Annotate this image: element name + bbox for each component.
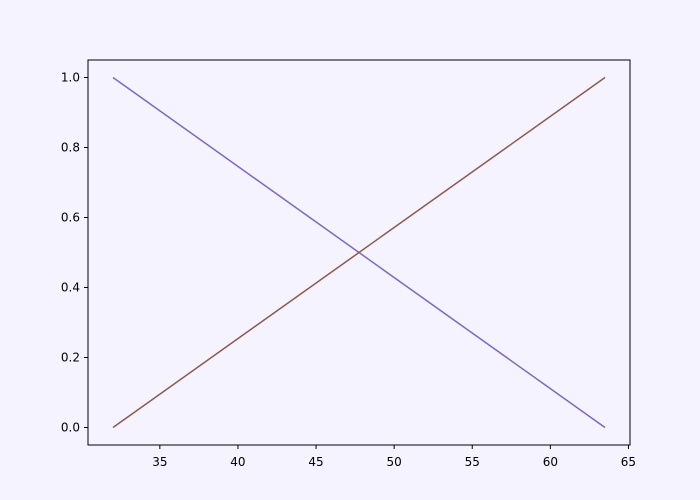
x-tick-label: 60 (543, 455, 558, 469)
x-tick-label: 65 (621, 455, 636, 469)
x-tick-label: 45 (308, 455, 323, 469)
y-tick-label: 0.0 (61, 421, 80, 435)
plot-frame (87, 59, 631, 446)
x-tick-label: 35 (152, 455, 167, 469)
x-tick-label: 55 (465, 455, 480, 469)
x-axis: 35 40 45 50 55 60 65 (152, 445, 636, 469)
y-tick-label: 0.8 (61, 141, 80, 155)
x-tick-label: 50 (387, 455, 402, 469)
y-tick-label: 0.2 (61, 351, 80, 365)
series-layer (112, 76, 606, 429)
y-tick-label: 1.0 (61, 71, 80, 85)
series-line-2 (112, 76, 606, 429)
x-tick-label: 40 (230, 455, 245, 469)
y-tick-label: 0.4 (61, 281, 80, 295)
y-tick-label: 0.6 (61, 211, 80, 225)
y-axis: 0.0 0.2 0.4 0.6 0.8 1.0 (61, 71, 88, 435)
